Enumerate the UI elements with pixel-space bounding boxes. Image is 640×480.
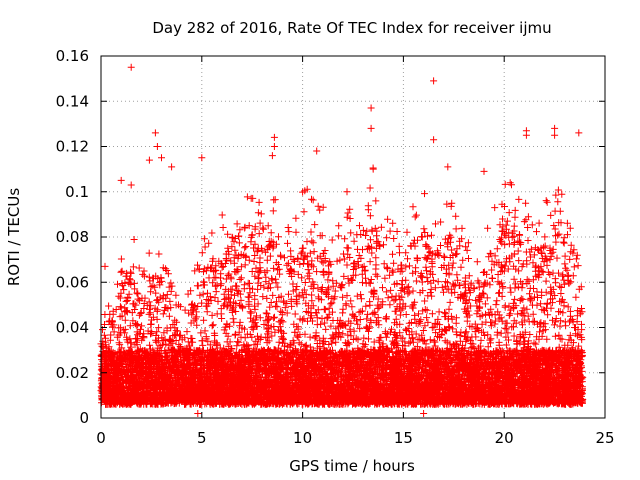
x-tick-label: 20 xyxy=(495,429,514,447)
y-tick-label: 0.08 xyxy=(56,228,89,246)
x-tick-label: 10 xyxy=(293,429,312,447)
data-point-markers xyxy=(98,64,587,417)
y-tick-label: 0.16 xyxy=(56,47,89,65)
x-tick-label: 5 xyxy=(197,429,207,447)
x-axis-label: GPS time / hours xyxy=(289,457,415,475)
y-tick-label: 0.12 xyxy=(56,138,89,156)
chart-svg: 0 5 10 15 20 25 0 0.02 0.04 0.06 0.08 0.1 0.12 0.14 0.… xyxy=(0,0,640,480)
y-tick-label: 0.14 xyxy=(56,92,89,110)
y-tick-label: 0.1 xyxy=(65,183,89,201)
points-layer xyxy=(98,64,587,417)
x-tick-label: 0 xyxy=(96,429,106,447)
x-tick-label: 15 xyxy=(394,429,413,447)
y-tick-label: 0.06 xyxy=(56,273,89,291)
chart-canvas: 0 5 10 15 20 25 0 0.02 0.04 0.06 0.08 0.1 0.12 0.14 0.… xyxy=(0,0,640,480)
y-axis-label: ROTI / TECUs xyxy=(5,188,23,286)
x-tick-label: 25 xyxy=(595,429,614,447)
y-tick-label: 0 xyxy=(79,409,89,427)
y-tick-label: 0.02 xyxy=(56,364,89,382)
chart-title: Day 282 of 2016, Rate Of TEC Index for r… xyxy=(152,19,551,37)
y-tick-label: 0.04 xyxy=(56,319,89,337)
